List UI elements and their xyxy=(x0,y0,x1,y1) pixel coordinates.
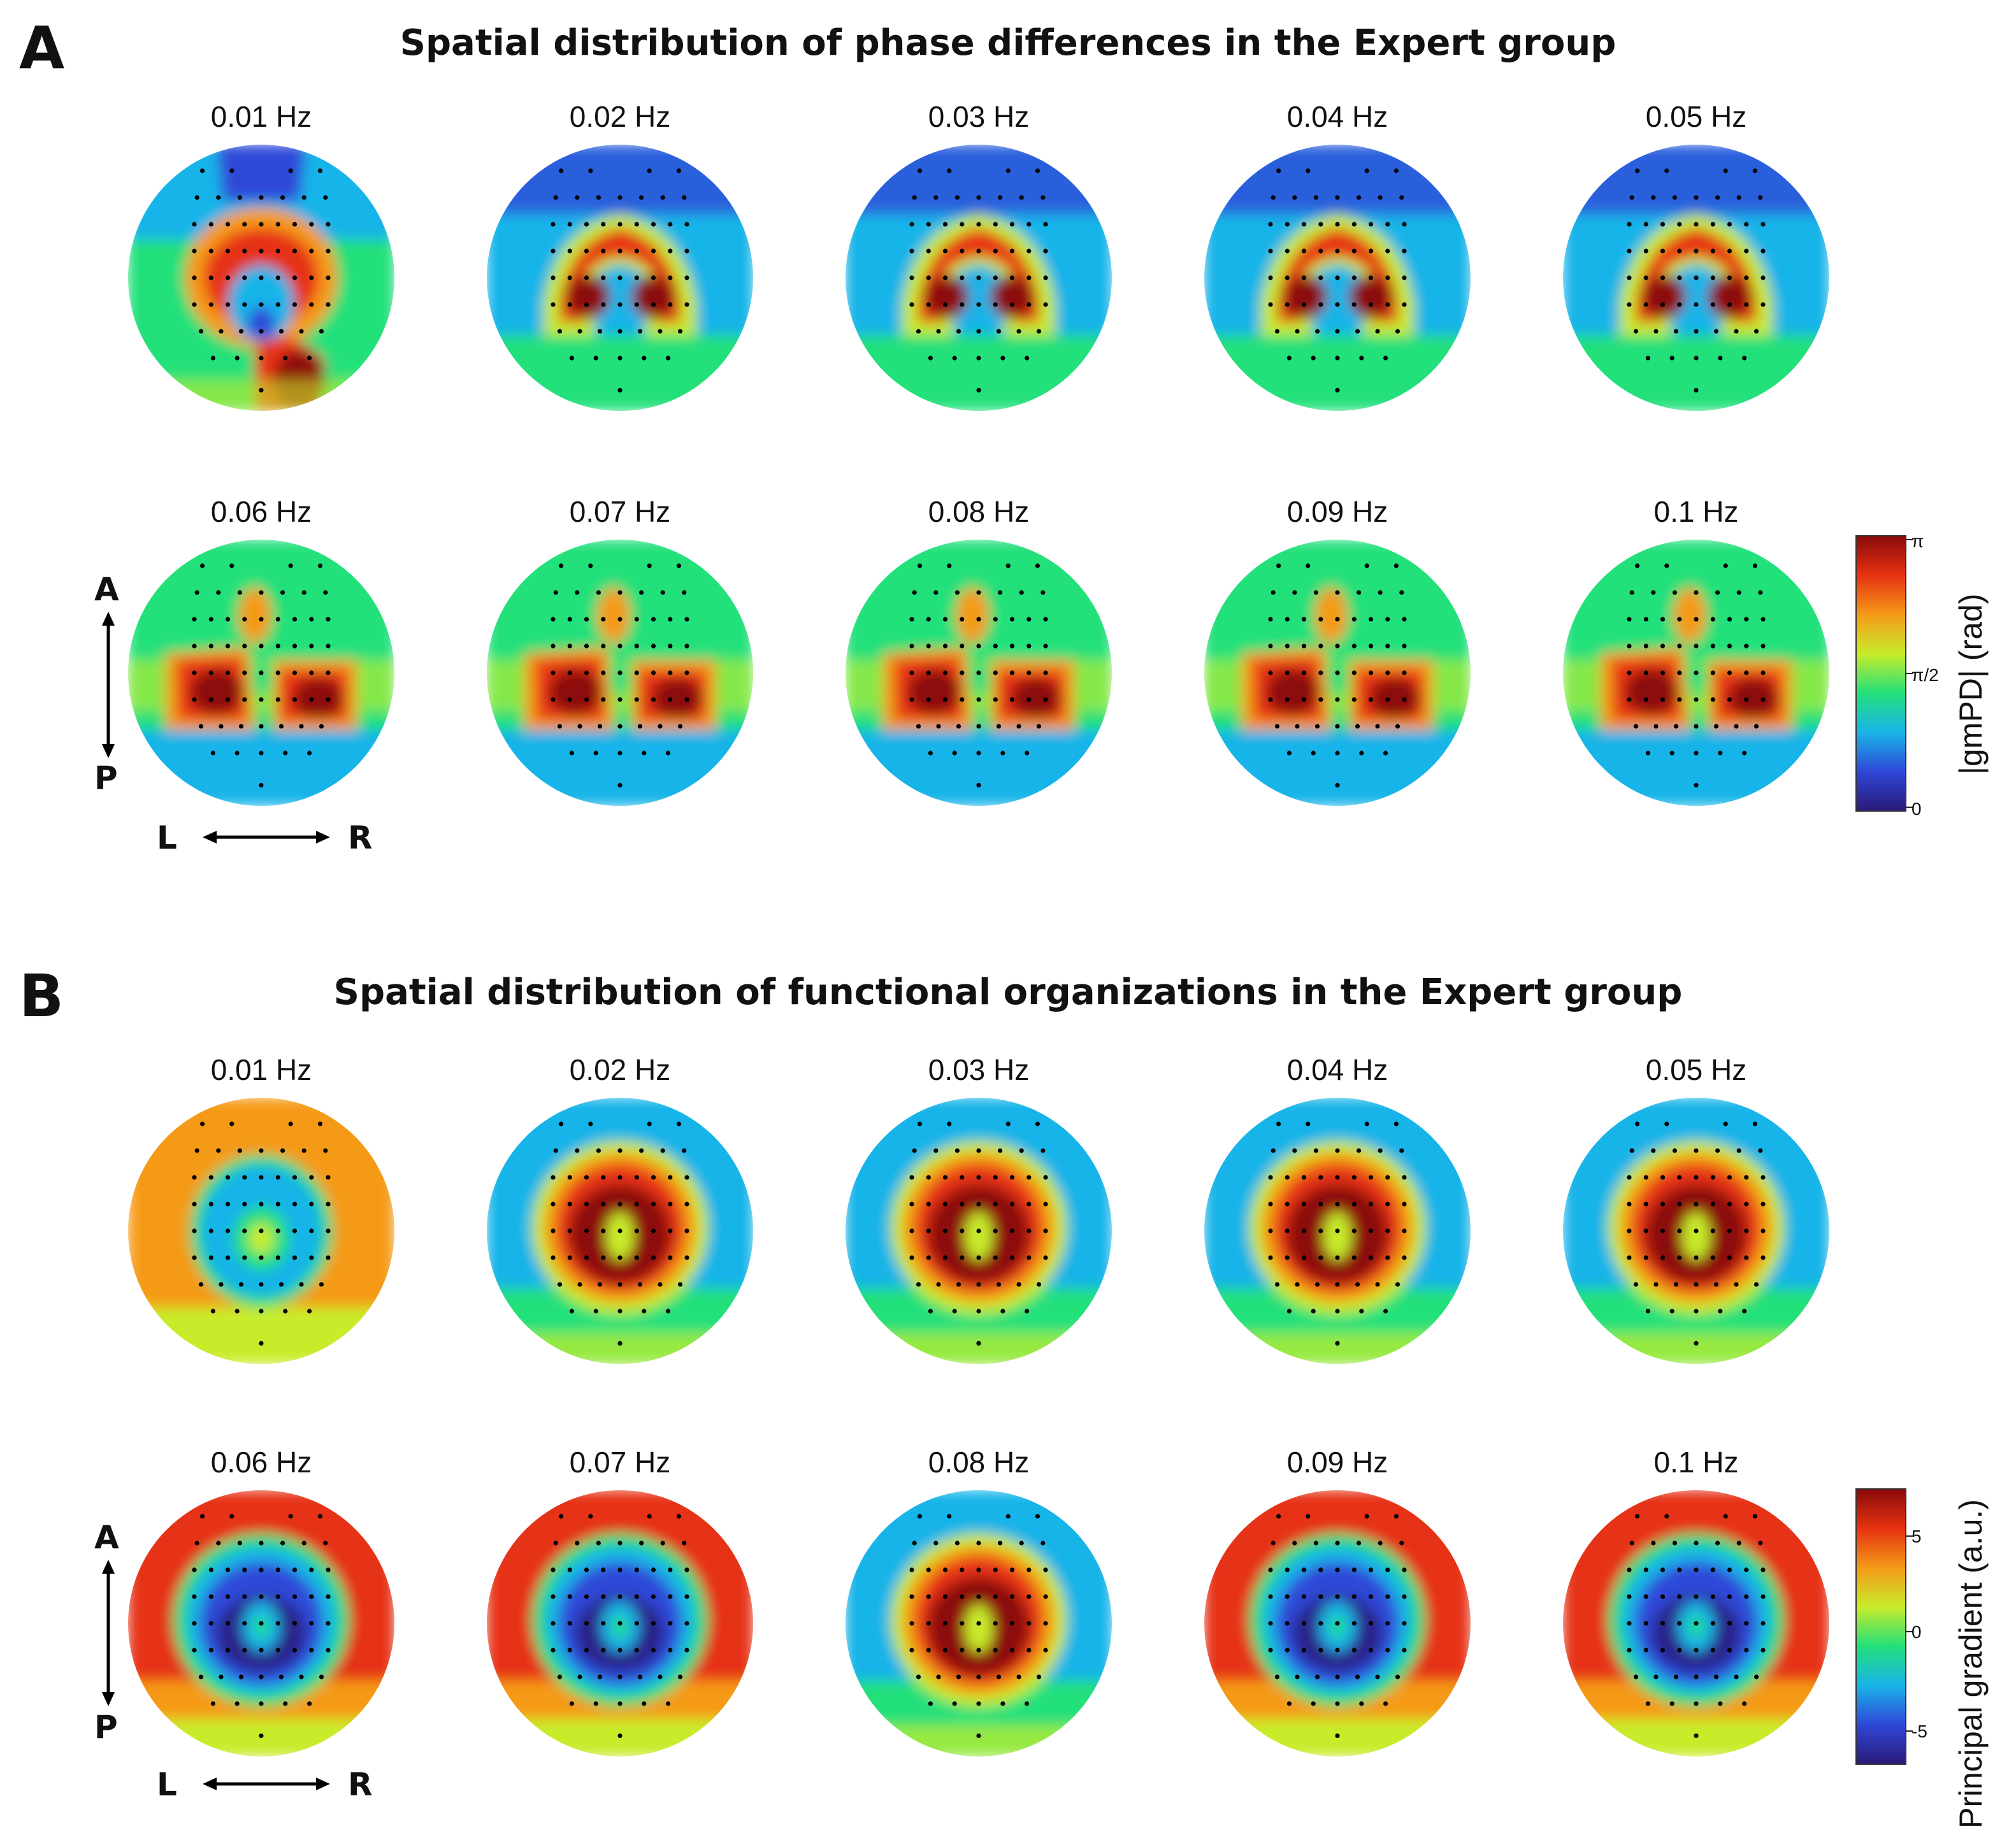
panel-b-letter: B xyxy=(19,962,64,1030)
panel-a-topoplot xyxy=(486,144,754,412)
panel-a-frequency-label: 0.03 Hz xyxy=(928,100,1030,133)
colorbar-a-tick-mid xyxy=(1906,673,1913,674)
orientation-right-label-a: R xyxy=(348,819,373,856)
colorbar-a-label-mid: π/2 xyxy=(1912,665,1939,685)
orientation-anterior-label-a: A xyxy=(94,571,119,608)
panel-a-frequency-label: 0.07 Hz xyxy=(569,495,671,528)
panel-a-topoplot xyxy=(845,539,1112,807)
colorbar-a-label-top: π xyxy=(1912,531,1924,551)
panel-b-title: Spatial distribution of functional organ… xyxy=(333,972,1683,1013)
colorbar-b-title: Principal gradient (a.u.) xyxy=(1953,1499,1989,1829)
ap-arrow-a xyxy=(102,612,115,758)
panel-b-topoplot xyxy=(1562,1490,1830,1757)
colorbar-a-tick-top xyxy=(1906,539,1913,540)
panel-b-topoplot xyxy=(1562,1097,1830,1365)
panel-a-topoplot xyxy=(845,144,1112,412)
panel-a-frequency-label: 0.02 Hz xyxy=(569,100,671,133)
panel-b-frequency-label: 0.02 Hz xyxy=(569,1053,671,1086)
panel-b-frequency-label: 0.05 Hz xyxy=(1645,1053,1747,1086)
panel-a-topoplot xyxy=(1204,539,1471,807)
panel-a-topoplot xyxy=(486,539,754,807)
panel-b-topoplot xyxy=(1204,1490,1471,1757)
colorbar-b-label-top: 5 xyxy=(1912,1527,1922,1546)
colorbar-b-tick-bottom xyxy=(1906,1730,1913,1732)
panel-a-frequency-label: 0.09 Hz xyxy=(1286,495,1388,528)
colorbar-b xyxy=(1855,1488,1906,1765)
panel-b-topoplot xyxy=(1204,1097,1471,1365)
panel-a-topoplot xyxy=(127,539,395,807)
panel-b-topoplot xyxy=(127,1097,395,1365)
panel-a-frequency-label: 0.01 Hz xyxy=(210,100,312,133)
panel-b-topoplot xyxy=(127,1490,395,1757)
panel-a-letter: A xyxy=(19,14,65,82)
panel-a-topoplot xyxy=(1562,539,1830,807)
panel-a-frequency-label: 0.08 Hz xyxy=(928,495,1030,528)
orientation-right-label-b: R xyxy=(348,1766,373,1803)
colorbar-a-title: |gmPD| (rad) xyxy=(1953,593,1989,775)
panel-b-frequency-label: 0.08 Hz xyxy=(928,1446,1030,1479)
panel-a-frequency-label: 0.1 Hz xyxy=(1653,495,1739,528)
panel-b-frequency-label: 0.03 Hz xyxy=(928,1053,1030,1086)
colorbar-a xyxy=(1855,535,1906,812)
colorbar-a-tick-bottom xyxy=(1906,807,1913,808)
panel-a-frequency-label: 0.06 Hz xyxy=(210,495,312,528)
colorbar-b-tick-top xyxy=(1906,1535,1913,1537)
colorbar-b-label-bottom: -5 xyxy=(1912,1721,1927,1741)
orientation-posterior-label-b: P xyxy=(94,1709,118,1746)
panel-b-topoplot xyxy=(845,1097,1112,1365)
orientation-anterior-label-b: A xyxy=(94,1519,119,1556)
panel-a-topoplot xyxy=(1562,144,1830,412)
orientation-left-label-b: L xyxy=(157,1766,177,1803)
panel-a-topoplot xyxy=(1204,144,1471,412)
panel-b-frequency-label: 0.04 Hz xyxy=(1286,1053,1388,1086)
panel-a-title: Spatial distribution of phase difference… xyxy=(400,22,1616,64)
panel-a-frequency-label: 0.04 Hz xyxy=(1286,100,1388,133)
colorbar-a-label-bottom: 0 xyxy=(1912,799,1922,819)
panel-b-frequency-label: 0.01 Hz xyxy=(210,1053,312,1086)
panel-a-topoplot xyxy=(127,144,395,412)
colorbar-b-tick-mid xyxy=(1906,1631,1913,1632)
orientation-left-label-a: L xyxy=(157,819,177,856)
panel-b-frequency-label: 0.1 Hz xyxy=(1653,1446,1739,1479)
panel-b-frequency-label: 0.07 Hz xyxy=(569,1446,671,1479)
orientation-posterior-label-a: P xyxy=(94,759,118,796)
lr-arrow-b xyxy=(203,1778,330,1790)
panel-a-frequency-label: 0.05 Hz xyxy=(1645,100,1747,133)
ap-arrow-b xyxy=(102,1560,115,1706)
panel-b-topoplot xyxy=(486,1490,754,1757)
panel-b-frequency-label: 0.09 Hz xyxy=(1286,1446,1388,1479)
lr-arrow-a xyxy=(203,831,330,844)
panel-b-topoplot xyxy=(486,1097,754,1365)
panel-b-frequency-label: 0.06 Hz xyxy=(210,1446,312,1479)
panel-b-topoplot xyxy=(845,1490,1112,1757)
colorbar-b-label-mid: 0 xyxy=(1912,1622,1922,1642)
